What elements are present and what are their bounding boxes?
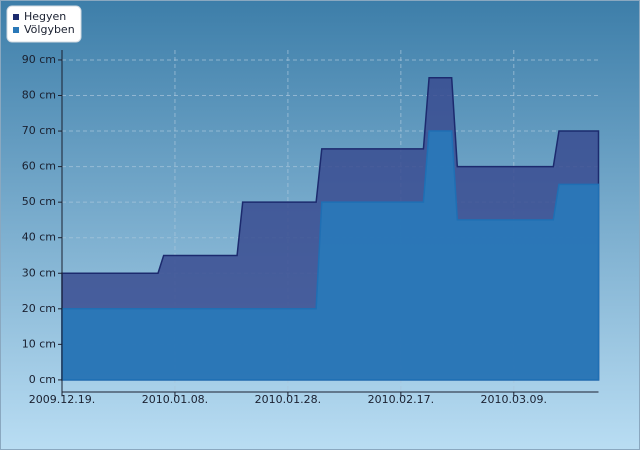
y-tick-label: 80 cm [22,89,56,102]
y-tick-label: 90 cm [22,53,56,66]
legend-box [6,5,82,43]
area [61,130,600,381]
y-tick-label: 40 cm [22,231,56,244]
legend-label: Hegyen [24,10,66,23]
x-tick-label: 2010.01.08. [142,393,208,406]
x-tick-label: 2010.01.28. [255,393,321,406]
y-tick-label: 30 cm [22,266,56,279]
y-tick-label: 0 cm [29,373,56,386]
y-tick-label: 60 cm [22,160,56,173]
x-tick-label: 2009.12.19. [29,393,95,406]
y-tick-label: 20 cm [22,302,56,315]
y-tick-label: 10 cm [22,337,56,350]
x-tick-label: 2010.03.09. [481,393,547,406]
legend-swatch [13,14,19,20]
y-tick-label: 50 cm [22,195,56,208]
y-tick-label: 70 cm [22,124,56,137]
legend-label: Völgyben [24,23,75,36]
x-tick-label: 2010.02.17. [368,393,434,406]
legend-swatch [13,27,19,33]
